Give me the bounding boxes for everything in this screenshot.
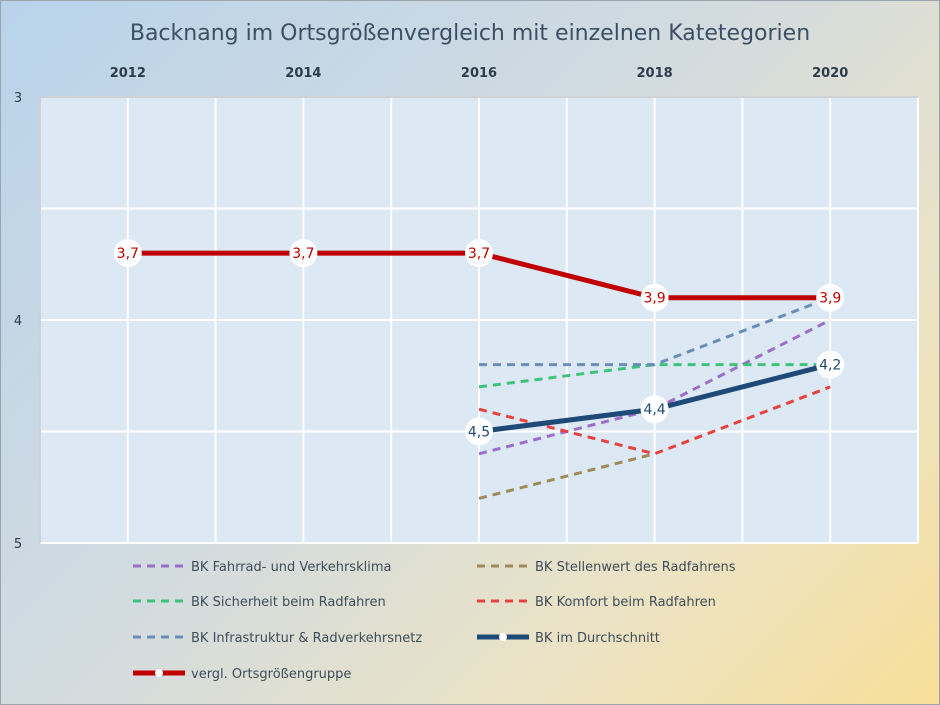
data-label-layer: 4,5 4,4 4,2 3,7 3,7 3,7 3,9 3,9: [113, 239, 845, 446]
legend-item: BK Stellenwert des Radfahrens: [477, 560, 736, 575]
legend-item: vergl. Ortsgrößengruppe: [133, 667, 351, 682]
x-tick-label: 2016: [461, 66, 497, 81]
legend-marker: [155, 669, 163, 677]
y-tick-label: 3: [14, 91, 22, 106]
y-tick-label: 4: [14, 314, 22, 329]
series-line-bk-fahrrad-und-verkehrsklima: [478, 318, 831, 456]
series-line-bk-stellenwert-des-radfahrens: [478, 452, 655, 500]
y-tick-label: 5: [14, 537, 22, 552]
legend-label: BK Fahrrad- und Verkehrsklima: [191, 560, 391, 575]
legend-marker: [499, 633, 507, 641]
legend-item: BK Komfort beim Radfahren: [477, 595, 716, 610]
legend-label: BK Sicherheit beim Radfahren: [191, 595, 386, 610]
data-label: 4,4: [643, 402, 665, 418]
legend-label: BK Komfort beim Radfahren: [535, 595, 716, 610]
legend-label: BK Infrastruktur & Radverkehrsnetz: [191, 631, 422, 646]
data-point-marker: [640, 283, 669, 312]
data-label: 3,7: [117, 246, 139, 262]
data-point-marker: [816, 283, 845, 312]
data-point-marker: [816, 350, 845, 379]
legend-item: BK Fahrrad- und Verkehrsklima: [133, 560, 391, 575]
legend-label: BK Stellenwert des Radfahrens: [535, 560, 736, 575]
series-line-bk-sicherheit-beim-radfahren: [478, 363, 831, 389]
data-point-marker: [289, 239, 318, 268]
chart-title: Backnang im Ortsgrößenvergleich mit einz…: [130, 21, 810, 46]
x-tick-label: 2018: [637, 66, 673, 81]
data-label: 3,9: [643, 291, 665, 307]
data-label: 3,7: [468, 246, 490, 262]
data-point-marker: [640, 395, 669, 424]
data-point-marker: [113, 239, 142, 268]
data-label: 3,9: [819, 291, 841, 307]
axes: 2012 2014 2016 2018 2020 3 4 5: [14, 66, 918, 552]
legend-label: BK im Durchschnitt: [535, 631, 660, 646]
x-tick-label: 2014: [285, 66, 321, 81]
legend-item: BK im Durchschnitt: [477, 631, 660, 646]
series-line-bk-infrastruktur-radverkehrsnetz: [479, 296, 831, 367]
legend-item: BK Infrastruktur & Radverkehrsnetz: [133, 631, 422, 646]
data-label: 4,2: [819, 358, 841, 374]
data-point-marker: [465, 239, 493, 268]
x-tick-label: 2020: [812, 66, 848, 81]
legend-item: BK Sicherheit beim Radfahren: [133, 595, 386, 610]
legend: BK Fahrrad- und Verkehrsklima BK Stellenw…: [133, 560, 736, 682]
data-point-marker: [465, 417, 493, 446]
data-label: 4,5: [468, 425, 490, 441]
x-tick-label: 2012: [110, 66, 146, 81]
legend-label: vergl. Ortsgrößengruppe: [191, 667, 351, 682]
data-label: 3,7: [292, 246, 314, 262]
